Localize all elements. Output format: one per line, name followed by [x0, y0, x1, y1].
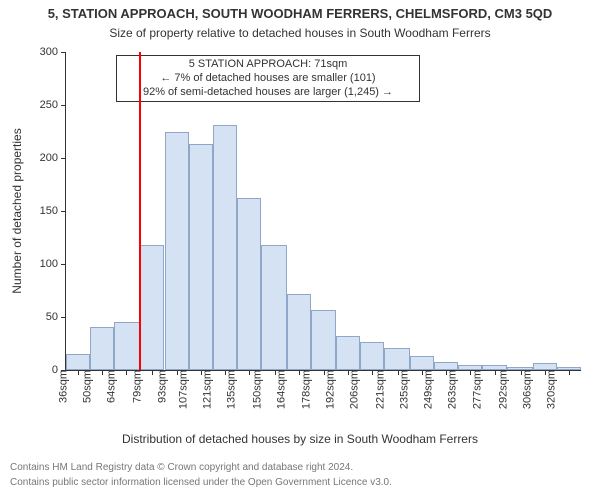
histogram-bar: [261, 245, 287, 370]
x-axis-label: Distribution of detached houses by size …: [0, 432, 600, 446]
x-tick-label: 178sqm: [296, 370, 312, 409]
annotation-box: 5 STATION APPROACH: 71sqm ← 7% of detach…: [116, 55, 420, 102]
histogram-bar: [66, 354, 90, 370]
histogram-bar: [287, 294, 311, 370]
property-marker-line: [139, 52, 141, 370]
histogram-bar: [165, 132, 189, 371]
annotation-line-1: 5 STATION APPROACH: 71sqm: [123, 58, 413, 72]
y-tick: 50: [46, 311, 66, 323]
annotation-line-2: ← 7% of detached houses are smaller (101…: [123, 72, 413, 86]
x-tick-label: 121sqm: [197, 370, 213, 409]
x-tick-label: 64sqm: [102, 370, 118, 403]
chart-container: 5, STATION APPROACH, SOUTH WOODHAM FERRE…: [0, 0, 600, 500]
x-tick-label: 107sqm: [173, 370, 189, 409]
x-tick-label: 79sqm: [128, 370, 144, 403]
x-tick-label: 221sqm: [370, 370, 386, 409]
y-tick: 100: [40, 258, 66, 270]
x-tick-label: 249sqm: [419, 370, 435, 409]
histogram-bar: [237, 198, 261, 370]
x-tick-label: 36sqm: [54, 370, 70, 403]
y-axis-label: Number of detached properties: [10, 128, 24, 293]
histogram-bar: [410, 356, 434, 370]
x-tick-label: 306sqm: [517, 370, 533, 409]
x-tick-label: 150sqm: [248, 370, 264, 409]
x-tick-label: 135sqm: [222, 370, 238, 409]
histogram-bar: [140, 245, 164, 370]
x-tick-label: 320sqm: [541, 370, 557, 409]
x-tick-label: 192sqm: [320, 370, 336, 409]
y-tick: 250: [40, 99, 66, 111]
footer-line-2: Contains public sector information licen…: [10, 477, 392, 488]
histogram-bar: [189, 144, 213, 370]
x-tick-label: 206sqm: [344, 370, 360, 409]
annotation-line-3: 92% of semi-detached houses are larger (…: [123, 86, 413, 100]
histogram-bar: [434, 362, 458, 370]
x-tick-label: 277sqm: [467, 370, 483, 409]
histogram-bar: [533, 363, 557, 370]
footer-line-1: Contains HM Land Registry data © Crown c…: [10, 462, 353, 473]
histogram-bar: [90, 327, 114, 370]
histogram-bar: [384, 348, 410, 370]
histogram-bar: [336, 336, 360, 370]
x-tick-label: 164sqm: [272, 370, 288, 409]
histogram-bar: [114, 322, 140, 370]
chart-subtitle: Size of property relative to detached ho…: [0, 26, 600, 40]
histogram-bar: [213, 125, 237, 370]
x-tick-label: 292sqm: [493, 370, 509, 409]
x-tick-label: 235sqm: [394, 370, 410, 409]
histogram-bar: [311, 310, 335, 370]
y-tick: 200: [40, 152, 66, 164]
x-tick-label: 263sqm: [443, 370, 459, 409]
y-tick: 150: [40, 205, 66, 217]
chart-title-address: 5, STATION APPROACH, SOUTH WOODHAM FERRE…: [0, 6, 600, 21]
x-tick-label: 93sqm: [152, 370, 168, 403]
x-tick-label: 50sqm: [78, 370, 94, 403]
plot-area: 5 STATION APPROACH: 71sqm ← 7% of detach…: [65, 52, 581, 371]
x-tick-mark: [569, 370, 570, 375]
y-tick: 300: [40, 46, 66, 58]
histogram-bar: [360, 342, 384, 370]
